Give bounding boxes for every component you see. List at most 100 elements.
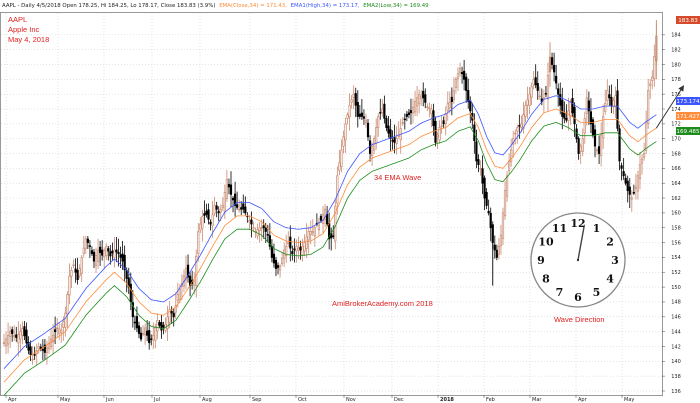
candle-down [495,249,498,258]
candle-up [602,116,605,139]
candle-up [497,245,500,255]
candle-up [456,73,460,79]
candle-down [23,326,26,337]
candle-up [96,249,100,262]
clock-number: 5 [593,286,601,299]
candle-up [501,212,505,239]
candle-down [293,248,296,251]
candle-up [168,309,171,323]
candle-down [485,192,488,206]
candle-up [612,100,615,108]
candle-up [436,134,439,138]
candle-down [205,210,208,215]
candle-up [213,205,216,214]
candle-up [352,93,355,98]
candle-up [438,127,441,141]
candle-down [209,221,212,225]
candle-down [424,94,427,103]
x-tick-label: May [60,397,70,403]
candle-down [407,112,411,115]
candle-up [583,117,586,134]
wave-label: 34 EMA Wave [374,173,421,182]
clock-number: 1 [593,222,601,235]
candle-up [323,208,327,220]
y-tick-label: 180 [671,62,681,68]
candle-up [281,257,284,265]
candle-up [60,329,63,333]
candle-down [186,264,190,278]
candle-down [332,235,335,237]
candle-up [201,216,204,229]
candle-up [113,249,116,258]
candle-up [166,316,169,329]
candle-up [309,231,312,235]
candle-down [250,219,253,225]
candle-down [121,253,124,262]
candle-up [178,288,181,300]
candle-up [303,242,306,252]
candle-up [448,101,451,109]
x-tick-label: Sep [252,397,261,403]
x-tick-label: Feb [486,397,495,403]
x-axis: Apr May Jun Jul Aug Sep Oct Nov Dec 2018 Feb Mar Apr… [5,395,634,403]
candle-down [233,193,237,206]
candle-up [311,231,314,234]
candle-up [56,327,59,330]
x-tick-label: 2018 [440,397,454,403]
badge-close [676,16,700,24]
y-tick-label: 172 [671,122,681,128]
candle-down [618,128,621,162]
x-tick-label: Dec [394,397,404,403]
candle-down [591,119,595,136]
candle-down [217,211,220,214]
candle-up [649,83,652,86]
candle-down [131,302,134,318]
candle-down [15,334,18,338]
candle-up [82,247,85,254]
candle-down [162,325,165,328]
candle-down [481,168,484,184]
candle-down [54,329,57,332]
ema-high-line [3,95,657,369]
candle-down [608,94,611,99]
candle-down [403,118,406,121]
candle-down [88,245,91,247]
clock-number: 10 [538,236,554,249]
candle-up [532,78,535,86]
candle-up [84,238,87,249]
wave-direction-label: Wave Direction [554,315,605,324]
candle-down [483,177,486,199]
candle-down [422,90,425,99]
candle-down [99,246,102,253]
candle-down [467,90,470,102]
candle-up [21,328,24,336]
badge-ema_low-label: 169.485 [676,129,700,135]
candle-down [624,177,627,184]
candle-down [616,90,619,129]
clock-center [576,258,580,262]
candle-down [368,140,372,154]
candle-up [346,114,349,119]
candle-down [573,106,576,125]
badge-ema_high [676,97,700,105]
candle-up [503,190,507,217]
candle-up [430,108,433,115]
candle-up [340,149,343,168]
candle-down [534,77,537,86]
candle-down [158,322,161,326]
y-tick-label: 174 [671,107,681,113]
candle-up [440,125,443,127]
candle-down [593,129,597,147]
candle-down [33,354,36,356]
ema-high-legend: EMA1(High,34) = 173.17, [291,3,360,9]
price-candles [2,19,658,365]
candle-up [4,338,8,347]
candle-down [90,250,94,255]
badge-ema_high-label: 173.174 [676,99,700,105]
candle-up [401,122,404,124]
candle-down [135,316,139,329]
y-tick-label: 168 [671,151,681,157]
candle-up [252,227,255,230]
candle-down [544,93,548,95]
